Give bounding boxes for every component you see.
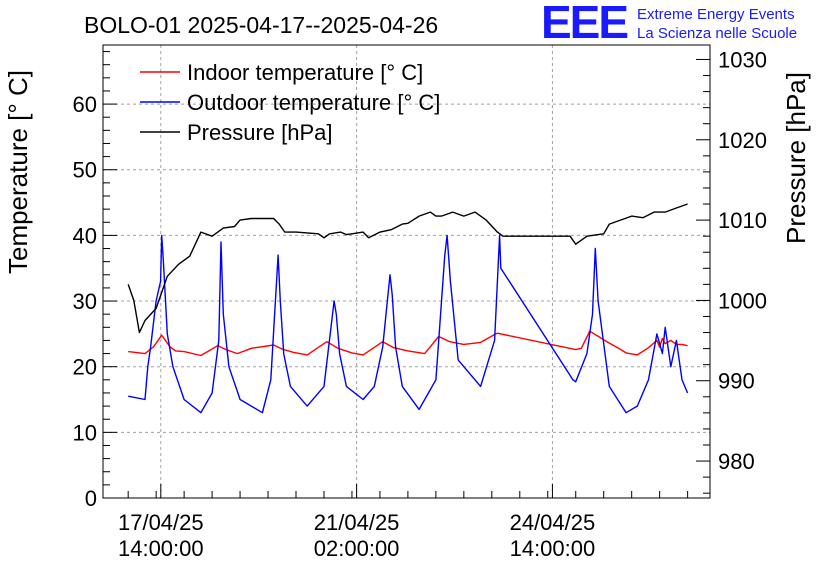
legend-label-outdoor: Outdoor temperature [° C] <box>187 90 440 115</box>
legend-label-pressure: Pressure [hPa] <box>187 120 333 145</box>
y2-tick-label: 980 <box>718 449 755 474</box>
grid-lines <box>103 45 710 498</box>
y2-axis-label: Pressure [hPa] <box>781 72 811 244</box>
y-axis-label: Temperature [° C] <box>3 70 33 274</box>
y2-tick-label: 1000 <box>718 288 767 313</box>
x-tick-label-date: 17/04/25 <box>118 510 204 535</box>
x-tick-label-time: 02:00:00 <box>314 536 400 561</box>
outdoor-temperature-line <box>128 234 689 414</box>
eee-logo-text: EEE <box>541 0 627 48</box>
y-tick-label: 60 <box>73 92 97 117</box>
bottom-axis: 17/04/2514:00:0021/04/2502:00:0024/04/25… <box>118 484 689 561</box>
series-layer <box>127 203 689 414</box>
plot-frame <box>102 44 711 499</box>
y2-tick-label: 990 <box>718 369 755 394</box>
y-tick-label: 20 <box>73 355 97 380</box>
left-axis: 0 10 20 30 40 50 60 <box>73 51 117 511</box>
x-tick-label-time: 14:00:00 <box>118 536 204 561</box>
chart-title: BOLO-01 2025-04-17--2025-04-26 <box>84 12 438 38</box>
x-tick-label-date: 21/04/25 <box>314 510 400 535</box>
y-tick-label: 40 <box>73 223 97 248</box>
x-tick-label-date: 24/04/25 <box>510 510 596 535</box>
y-tick-label: 30 <box>73 289 97 314</box>
legend-label-indoor: Indoor temperature [° C] <box>187 60 423 85</box>
y-tick-label: 0 <box>85 486 97 511</box>
y-tick-label: 50 <box>73 158 97 183</box>
eee-logo: EEE Extreme Energy Events La Scienza nel… <box>541 0 797 48</box>
legend: Indoor temperature [° C] Outdoor tempera… <box>140 60 440 145</box>
indoor-temperature-line <box>128 330 688 357</box>
right-axis: 980 990 1000 1010 1020 1030 <box>696 47 767 494</box>
x-tick-label-time: 14:00:00 <box>510 536 596 561</box>
eee-logo-line1: Extreme Energy Events <box>637 6 795 23</box>
y-tick-label: 10 <box>73 420 97 445</box>
eee-logo-line2: La Scienza nelle Scuole <box>637 25 797 42</box>
y2-tick-label: 1020 <box>718 128 767 153</box>
pressure-line <box>127 203 688 334</box>
y2-tick-label: 1010 <box>718 208 767 233</box>
y2-tick-label: 1030 <box>718 47 767 72</box>
